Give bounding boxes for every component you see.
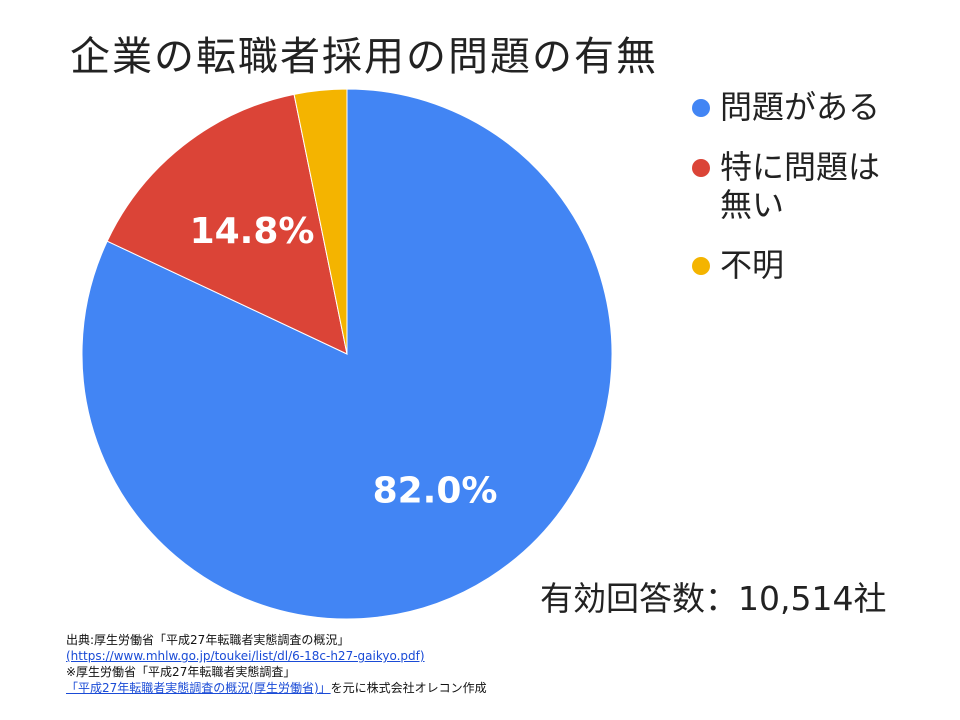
pie-slice-2	[293, 88, 348, 355]
pie-data-labels: 82.0% 14.8%	[190, 211, 498, 512]
legend-label: 問題がある	[720, 88, 881, 126]
legend-label: 特に問題は無い	[720, 148, 881, 224]
source-report-link[interactable]: 「平成27年転職者実態調査の概況(厚生労働省)」	[66, 681, 331, 695]
pie-slices	[81, 88, 613, 620]
chart-legend: 問題がある 特に問題は無い 不明	[692, 88, 952, 306]
pie-data-label-0: 82.0%	[373, 471, 498, 512]
legend-swatch	[692, 99, 710, 117]
source-note: 出典:厚生労働省「平成27年転職者実態調査の概況」 (https://www.m…	[66, 632, 487, 696]
chart-title: 企業の転職者採用の問題の有無	[70, 34, 658, 80]
pie-slice-1	[106, 93, 348, 355]
legend-swatch	[692, 159, 710, 177]
legend-item: 問題がある	[692, 88, 952, 126]
valid-responses-count: 有効回答数：10,514社	[540, 579, 887, 618]
source-pdf-link[interactable]: (https://www.mhlw.go.jp/toukei/list/dl/6…	[66, 649, 425, 663]
source-line: ※厚生労働省「平成27年転職者実態調査」	[66, 665, 296, 679]
source-suffix: を元に株式会社オレコン作成	[330, 681, 487, 695]
legend-label: 不明	[720, 246, 785, 284]
legend-item: 特に問題は無い	[692, 148, 952, 224]
source-line: 出典:厚生労働省「平成27年転職者実態調査の概況」	[66, 633, 350, 647]
pie-data-label-1: 14.8%	[190, 211, 315, 252]
legend-swatch	[692, 257, 710, 275]
legend-item: 不明	[692, 246, 952, 284]
